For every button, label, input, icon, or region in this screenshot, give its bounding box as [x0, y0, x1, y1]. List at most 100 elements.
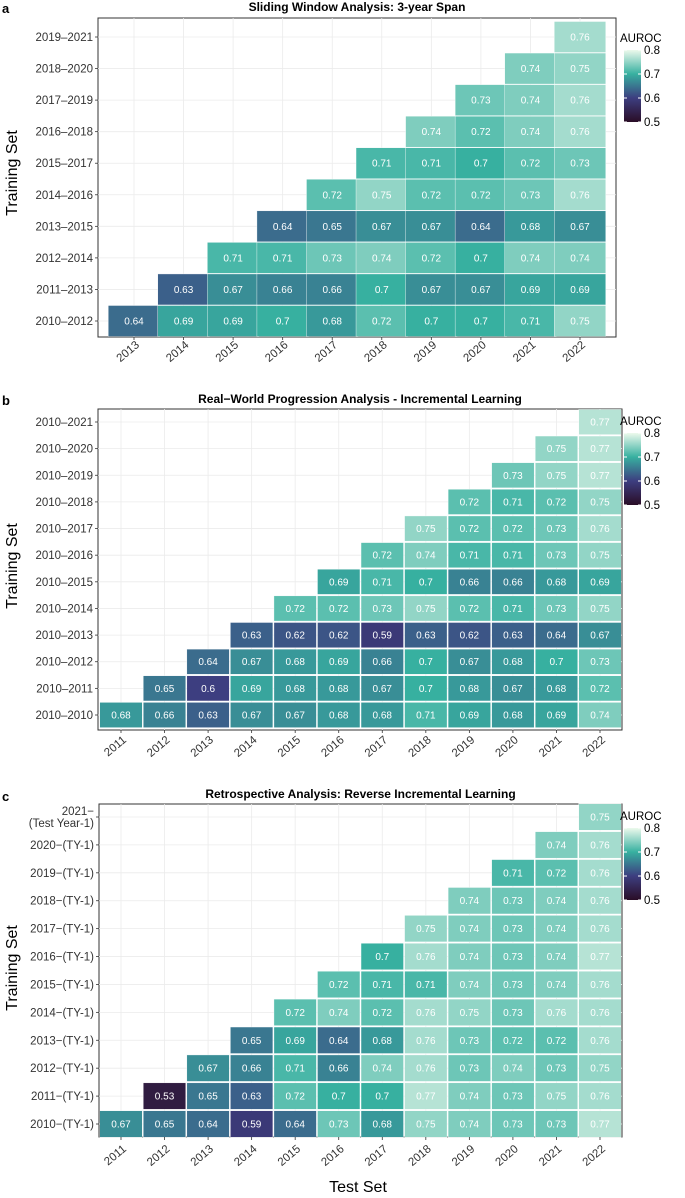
cell-value-label: 0.67: [223, 285, 243, 296]
cell-value-label: 0.72: [460, 497, 480, 508]
heatmap-cell: [404, 998, 448, 1026]
heatmap-cell: [447, 943, 491, 970]
heatmap-cell: [273, 702, 317, 728]
heatmap-cell: [578, 831, 622, 859]
cell-value-label: 0.72: [460, 524, 480, 535]
y-tick-label: 2021− (Test Year-1): [29, 806, 94, 830]
cell-value-label: 0.71: [521, 317, 541, 328]
heatmap-cell: [143, 1082, 186, 1110]
cell-value-label: 0.71: [416, 980, 436, 991]
y-tick-label: 2014–2016: [35, 190, 93, 202]
heatmap-cell: [404, 1054, 448, 1082]
cell-value-label: 0.72: [285, 1008, 305, 1019]
cell-value-label: 0.69: [521, 285, 541, 296]
heatmap-cell: [317, 702, 361, 728]
cell-value-label: 0.72: [322, 190, 342, 201]
heatmap-cell: [578, 1054, 622, 1082]
cell-value-label: 0.7: [474, 253, 488, 264]
heatmap-cell: [491, 1026, 535, 1054]
heatmap-cell: [491, 648, 535, 675]
x-tick-label: 2014: [232, 1143, 260, 1169]
y-tick-label: 2010–2018: [35, 497, 93, 509]
cell-value-label: 0.76: [416, 1036, 436, 1047]
cell-value-label: 0.72: [329, 980, 349, 991]
heatmap-cell: [504, 305, 557, 337]
cell-value-label: 0.7: [276, 317, 290, 328]
heatmap-cell: [360, 998, 404, 1026]
y-tick-label: 2010–2010: [35, 710, 93, 722]
heatmap-cell: [405, 179, 458, 211]
heatmap-cell: [405, 242, 458, 274]
y-axis-title: Training Set: [4, 130, 21, 216]
heatmap-cell: [578, 409, 622, 435]
cell-value-label: 0.69: [590, 577, 610, 588]
cell-value-label: 0.67: [242, 657, 262, 668]
cell-value-label: 0.68: [285, 684, 305, 695]
cell-value-label: 0.63: [416, 631, 436, 642]
x-tick-label: 2011: [102, 1143, 129, 1168]
heatmap-cell: [230, 1026, 274, 1054]
y-tick-label: 2010–2012: [35, 316, 93, 328]
heatmap-cell: [186, 648, 230, 675]
x-tick-label: 2021: [511, 339, 538, 365]
x-tick-label: 2011: [102, 734, 129, 759]
heatmap-cell: [535, 489, 578, 515]
cell-value-label: 0.75: [416, 604, 436, 615]
heatmap-cell: [405, 305, 458, 337]
legend-tick-label: 0.5: [644, 895, 660, 907]
cell-value-label: 0.76: [570, 33, 590, 44]
y-tick-label: 2016−(TY-1): [30, 952, 94, 964]
heatmap-cell: [535, 569, 578, 595]
heatmap-cell: [317, 675, 361, 702]
cell-value-label: 0.63: [198, 711, 218, 722]
heatmap-cell: [447, 569, 491, 595]
cell-value-label: 0.73: [503, 1008, 523, 1019]
heatmap-cell: [578, 1110, 622, 1138]
x-tick-label: 2022: [561, 339, 588, 365]
heatmap-cell: [578, 998, 622, 1026]
heatmap-cell: [554, 147, 606, 179]
heatmap-cell: [535, 648, 578, 675]
heatmap-cell: [535, 1026, 578, 1054]
cell-value-label: 0.64: [329, 1036, 349, 1047]
cell-value-label: 0.63: [503, 631, 523, 642]
heatmap-cell: [99, 1110, 143, 1138]
cell-value-label: 0.71: [503, 868, 523, 879]
heatmap-cell: [404, 971, 448, 998]
cell-value-label: 0.72: [373, 551, 393, 562]
cell-value-label: 0.68: [373, 711, 393, 722]
cell-value-label: 0.66: [155, 711, 175, 722]
x-tick-label: 2019: [450, 734, 477, 760]
heatmap-panel-a: 0.64 0.69 0.69 0.7 0.68 0.72 0.7 0.7 0.71 0.75 0.6…: [2, 0, 662, 365]
x-tick-label: 2019: [450, 1143, 477, 1169]
heatmap-cell: [554, 115, 606, 148]
cell-value-label: 0.76: [590, 1036, 610, 1047]
heatmap-cell: [578, 648, 622, 675]
heatmap-cell: [447, 1110, 491, 1138]
heatmap-cell: [535, 702, 578, 728]
cell-value-label: 0.68: [503, 657, 523, 668]
legend-tick-label: 0.8: [644, 428, 660, 440]
cell-value-label: 0.71: [503, 551, 523, 562]
cell-value-label: 0.68: [322, 317, 342, 328]
cell-value-label: 0.72: [373, 1008, 393, 1019]
cell-value-label: 0.76: [570, 190, 590, 201]
heatmap-cell: [491, 943, 535, 970]
heatmap-cell: [317, 595, 361, 622]
cell-value-label: 0.75: [547, 471, 567, 482]
cell-value-label: 0.71: [422, 159, 442, 170]
cell-value-label: 0.74: [416, 551, 436, 562]
heatmap-cell: [317, 998, 361, 1026]
cell-value-label: 0.75: [547, 1092, 567, 1103]
cell-value-label: 0.64: [285, 1120, 305, 1131]
cell-value-label: 0.73: [322, 253, 342, 264]
heatmap-cell: [273, 1026, 317, 1054]
cell-value-label: 0.69: [174, 317, 194, 328]
cell-value-label: 0.68: [521, 222, 541, 233]
cell-value-label: 0.71: [223, 253, 243, 264]
y-tick-label: 2010–2013: [35, 630, 93, 642]
x-tick-label: 2013: [189, 734, 216, 760]
cell-value-label: 0.72: [372, 317, 392, 328]
cell-value-label: 0.69: [223, 317, 243, 328]
